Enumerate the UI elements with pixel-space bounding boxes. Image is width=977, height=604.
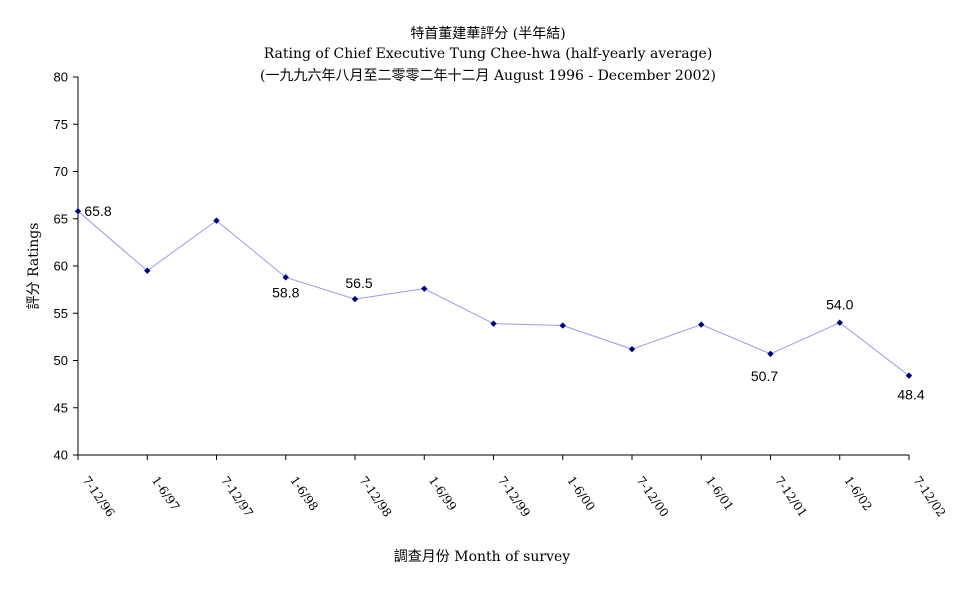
data-point	[74, 207, 82, 215]
y-axis-label: 評分 Ratings	[26, 223, 42, 310]
chart-subtitle-period: (一九九六年八月至二零零二年十二月 August 1996 - December…	[260, 68, 716, 84]
x-tick-label: 7-12/00	[634, 474, 672, 520]
x-axis-label: 調查月份 Month of survey	[394, 549, 570, 565]
data-point	[628, 345, 636, 353]
data-point	[836, 319, 843, 326]
x-tick-label: 1-6/99	[426, 474, 460, 514]
y-tick-label: 40	[54, 448, 68, 463]
data-point	[905, 372, 913, 379]
y-tick-label: 60	[54, 259, 68, 274]
chart-subtitle: Rating of Chief Executive Tung Chee-hwa …	[264, 46, 713, 62]
x-tick-label: 7-12/97	[218, 474, 256, 520]
x-tick-label: 1-6/98	[287, 474, 321, 514]
x-tick-label: 7-12/02	[911, 474, 949, 520]
data-label: 65.8	[84, 203, 111, 219]
data-point	[282, 274, 289, 281]
y-tick-label: 50	[54, 353, 68, 368]
y-tick-label: 80	[54, 70, 68, 85]
chart-title: 特首董建華評分 (半年結)	[410, 26, 565, 42]
data-point	[351, 295, 359, 303]
x-tick-label: 7-12/98	[357, 474, 395, 520]
data-label: 58.8	[272, 284, 299, 300]
data-label-group: 65.8 58.8 56.5 50.7 54.0 48.4	[84, 203, 924, 402]
y-tick-label: 70	[54, 164, 68, 179]
data-point	[144, 267, 151, 274]
data-point	[559, 322, 566, 329]
data-label: 54.0	[826, 297, 853, 313]
series-line	[77, 210, 910, 377]
data-label: 56.5	[345, 275, 372, 291]
y-tick-label: 65	[54, 211, 68, 226]
x-tick-group: 7-12/96 1-6/97 7-12/97 1-6/98 7-12/98 1-6/99 7…	[77, 455, 949, 520]
x-tick-label: 7-12/99	[495, 474, 533, 520]
x-tick-label: 1-6/00	[564, 474, 598, 514]
y-tick-label: 45	[54, 400, 68, 415]
data-point	[213, 217, 220, 224]
y-tick-label: 75	[54, 117, 68, 132]
x-tick-label: 7-12/96	[80, 474, 118, 520]
x-tick-label: 7-12/01	[772, 474, 810, 520]
y-tick-label: 55	[54, 306, 68, 321]
data-point	[767, 350, 774, 358]
x-tick-label: 1-6/02	[841, 474, 875, 514]
y-tick-group: 40 45 50 55 60 65 70 75 80	[54, 70, 78, 463]
x-tick-label: 1-6/97	[149, 474, 183, 514]
series-group	[74, 207, 913, 379]
data-point	[698, 321, 705, 328]
data-point	[490, 320, 497, 327]
data-point	[421, 285, 428, 292]
data-label: 50.7	[751, 368, 778, 384]
data-label: 48.4	[897, 387, 924, 403]
x-tick-label: 1-6/01	[703, 474, 737, 514]
